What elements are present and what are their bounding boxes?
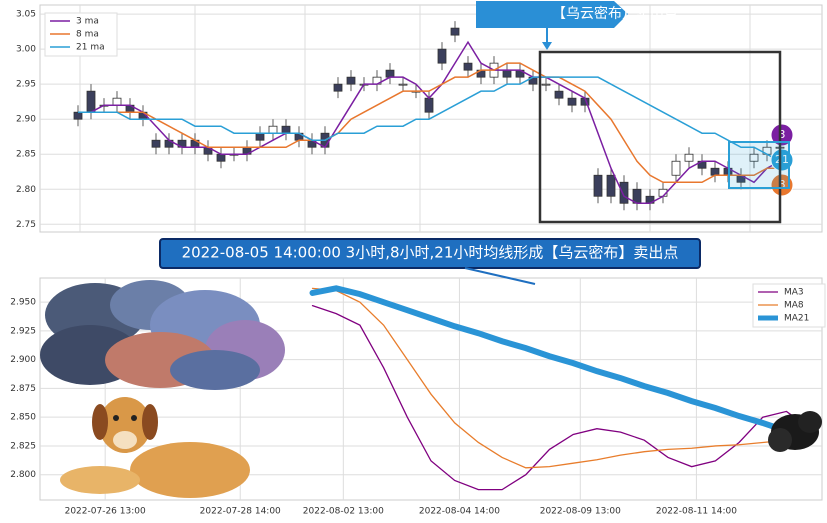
candle-body <box>73 111 83 120</box>
x-tick-label: 2022-08-11 14:00 <box>656 507 737 517</box>
candle-body <box>671 160 681 176</box>
candle-body <box>385 69 395 78</box>
candle-body <box>398 83 408 86</box>
y-tick-label: 2.950 <box>10 298 36 308</box>
ma-line <box>309 285 814 438</box>
end-badge <box>770 123 794 147</box>
legend-label: MA21 <box>784 314 809 324</box>
candle-body <box>567 97 577 106</box>
candle-body <box>463 62 473 71</box>
dark-cloud <box>768 411 822 452</box>
x-tick-label: 2022-07-28 14:00 <box>200 507 281 517</box>
legend-label: MA8 <box>784 301 804 311</box>
y-tick-label: 2.80 <box>16 185 36 195</box>
candle-body <box>112 97 122 106</box>
end-badge-label: 21 <box>775 153 789 166</box>
end-badge-label: 8 <box>779 178 786 191</box>
label-arrow <box>476 1 628 28</box>
y-tick-label: 2.825 <box>10 441 36 451</box>
candle-body <box>593 174 603 197</box>
ma-line <box>78 40 781 205</box>
highlight-box <box>538 50 782 224</box>
candle-body <box>216 153 226 162</box>
ma-line <box>78 62 780 184</box>
candle-body <box>710 167 720 176</box>
candle-body <box>346 76 356 85</box>
candle-body <box>424 97 434 113</box>
y-tick-label: 2.90 <box>16 115 36 125</box>
y-tick-label: 3.05 <box>16 10 36 20</box>
y-tick-label: 2.900 <box>10 355 36 365</box>
candle-body <box>281 125 291 134</box>
top-annotation: 【乌云密布】卖出点 <box>552 5 678 22</box>
end-badge <box>770 173 794 197</box>
candle-body <box>684 153 694 162</box>
legend-label: 3 ma <box>76 17 99 27</box>
y-tick-label: 2.85 <box>16 150 36 160</box>
legend-label: 21 ma <box>76 43 105 53</box>
y-tick-label: 2.95 <box>16 80 36 90</box>
candle-body <box>606 174 616 197</box>
dog-illustration <box>60 397 250 498</box>
candle-body <box>255 132 265 141</box>
ma-line <box>311 304 811 491</box>
candle-body <box>450 27 460 36</box>
x-tick-label: 2022-08-02 13:00 <box>303 507 384 517</box>
candle-body <box>619 181 629 204</box>
y-tick-label: 2.850 <box>10 413 36 423</box>
highlight-box-small <box>728 141 790 189</box>
candle-body <box>437 48 447 64</box>
y-tick-label: 2.875 <box>10 384 36 394</box>
ma-line <box>78 76 781 162</box>
annotations <box>159 1 790 285</box>
x-tick-label: 2022-08-09 13:00 <box>540 507 621 517</box>
candle-body <box>554 90 564 99</box>
y-tick-label: 2.75 <box>16 220 36 230</box>
y-tick-label: 2.800 <box>10 470 36 480</box>
x-tick-label: 2022-07-26 13:00 <box>65 507 146 517</box>
y-tick-label: 3.00 <box>16 45 36 55</box>
candle-body <box>749 153 759 162</box>
legend-label: MA3 <box>784 288 804 298</box>
caption-box <box>159 238 701 269</box>
caption: 2022-08-05 14:00:00 3小时,8小时,21小时均线形成【乌云密… <box>182 244 679 262</box>
cloud-illustration <box>40 280 285 390</box>
end-badge-label: 3 <box>779 128 786 141</box>
y-tick-label: 2.925 <box>10 326 36 336</box>
candle-body <box>151 139 161 148</box>
candle-body <box>333 83 343 92</box>
candle-body <box>541 83 551 86</box>
legend-label: 8 ma <box>76 30 99 40</box>
candle-body <box>268 125 278 134</box>
candle-body <box>502 69 512 78</box>
ma-line <box>311 287 811 469</box>
candle-body <box>86 90 96 113</box>
x-tick-label: 2022-08-04 14:00 <box>419 507 500 517</box>
end-badge <box>770 148 794 172</box>
